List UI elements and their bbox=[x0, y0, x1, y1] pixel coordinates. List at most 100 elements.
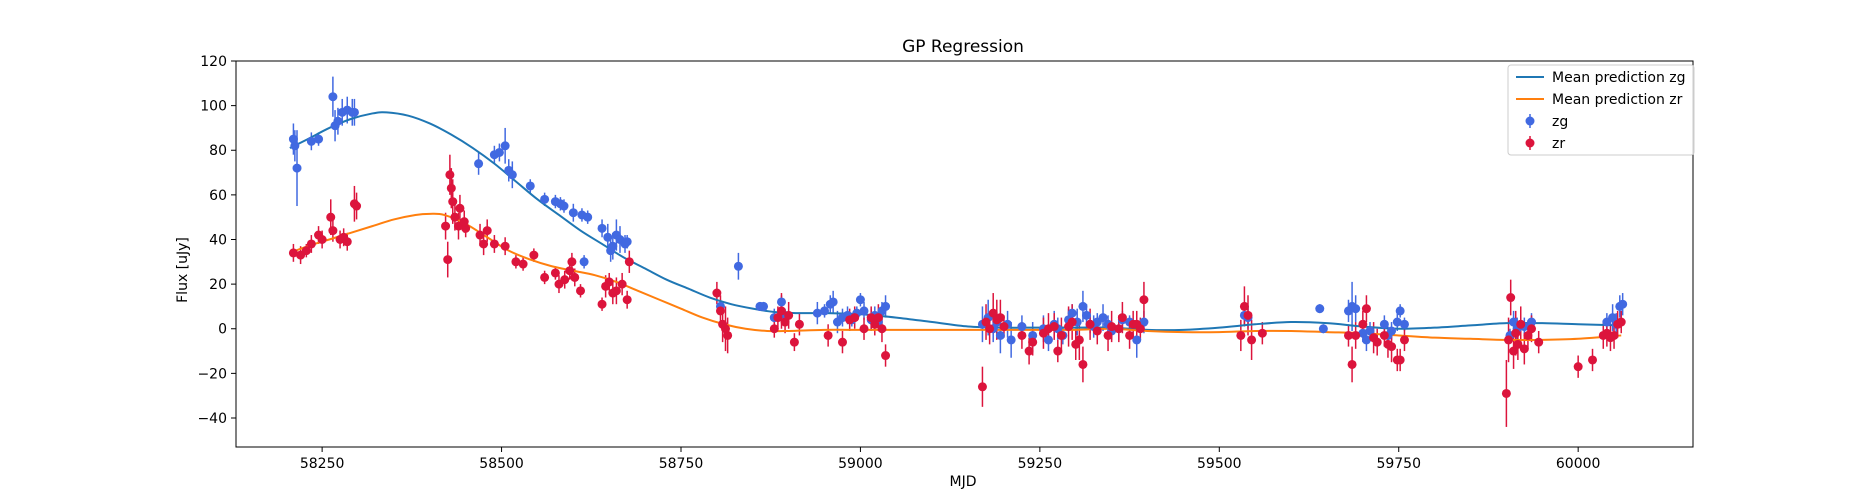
point-zr bbox=[981, 317, 991, 327]
point-zr bbox=[1527, 324, 1537, 334]
point-zr bbox=[1125, 330, 1135, 340]
point-zr bbox=[1053, 346, 1063, 356]
point-zg bbox=[1509, 317, 1519, 327]
point-zg bbox=[828, 297, 838, 307]
point-zg bbox=[559, 201, 569, 211]
x-tick-label: 60000 bbox=[1556, 456, 1601, 472]
point-zr bbox=[837, 337, 847, 347]
point-zr bbox=[776, 306, 786, 316]
point-zr bbox=[873, 313, 883, 323]
point-zg bbox=[622, 237, 632, 247]
point-zr bbox=[597, 299, 607, 309]
point-zr bbox=[877, 324, 887, 334]
point-zg bbox=[1318, 324, 1328, 334]
ticks-layer: 58250 58500 58750 59000 59250 59500 59750 60000… bbox=[197, 54, 1600, 472]
y-tick-label: −20 bbox=[197, 366, 227, 382]
point-zr bbox=[441, 221, 451, 231]
point-zr bbox=[1506, 293, 1516, 303]
point-zr bbox=[1351, 330, 1361, 340]
point-zr bbox=[560, 275, 570, 285]
point-zr bbox=[1511, 328, 1521, 338]
point-zg bbox=[1358, 328, 1368, 338]
point-zg bbox=[583, 212, 593, 222]
point-zr bbox=[1501, 388, 1511, 398]
point-zr bbox=[576, 286, 586, 296]
point-zr bbox=[500, 241, 510, 251]
point-zr bbox=[1103, 330, 1113, 340]
point-zg bbox=[500, 141, 510, 151]
point-zr bbox=[518, 259, 528, 269]
point-zr bbox=[1361, 304, 1371, 314]
point-zg bbox=[603, 232, 613, 242]
y-tick-label: 40 bbox=[209, 232, 227, 248]
y-tick-label: 20 bbox=[209, 277, 227, 293]
legend-box bbox=[1507, 64, 1695, 156]
point-zr bbox=[712, 288, 722, 298]
point-zr bbox=[1049, 322, 1059, 332]
point-zg bbox=[1618, 299, 1628, 309]
point-zr bbox=[1519, 344, 1529, 354]
chart-title: GP Regression bbox=[902, 37, 1024, 57]
point-zr bbox=[328, 226, 338, 236]
y-tick-label: 60 bbox=[209, 188, 227, 204]
point-zg bbox=[1132, 335, 1142, 345]
point-zr bbox=[459, 217, 469, 227]
point-zr bbox=[489, 239, 499, 249]
legend-label-mean-zg: Mean prediction zg bbox=[1552, 70, 1686, 86]
point-zr bbox=[550, 268, 560, 278]
point-zg bbox=[1082, 310, 1092, 320]
point-zg bbox=[525, 181, 535, 191]
plot-frame bbox=[235, 60, 1694, 448]
point-zr bbox=[881, 351, 891, 361]
point-zg bbox=[540, 194, 550, 204]
point-zg bbox=[1365, 326, 1375, 336]
point-zr bbox=[1347, 359, 1357, 369]
point-zr bbox=[604, 277, 614, 287]
point-zr bbox=[1024, 346, 1034, 356]
point-zr bbox=[1239, 301, 1249, 311]
point-zg bbox=[568, 208, 578, 218]
point-zg bbox=[733, 261, 743, 271]
point-zr bbox=[1395, 355, 1405, 365]
y-tick-label: 0 bbox=[218, 322, 227, 338]
point-zg bbox=[333, 116, 343, 126]
point-zr bbox=[1609, 330, 1619, 340]
point-zg bbox=[1078, 301, 1088, 311]
point-zg bbox=[859, 306, 869, 316]
point-zg bbox=[1527, 317, 1537, 327]
point-zr bbox=[1516, 319, 1526, 329]
point-zg bbox=[855, 295, 865, 305]
point-zr bbox=[1139, 295, 1149, 305]
point-zr bbox=[769, 324, 779, 334]
point-zr bbox=[1257, 328, 1267, 338]
point-zr bbox=[475, 230, 485, 240]
point-zr bbox=[985, 324, 995, 334]
point-zg bbox=[494, 147, 504, 157]
point-zr bbox=[450, 212, 460, 222]
point-zr bbox=[1107, 322, 1117, 332]
point-zr bbox=[794, 319, 804, 329]
point-zg bbox=[1067, 308, 1077, 318]
point-zr bbox=[565, 266, 575, 276]
point-zr bbox=[715, 306, 725, 316]
point-zr bbox=[301, 246, 311, 256]
point-zr bbox=[1513, 339, 1523, 349]
point-zg bbox=[1351, 304, 1361, 314]
point-zr bbox=[446, 183, 456, 193]
point-zr bbox=[1236, 330, 1246, 340]
x-tick-label: 58500 bbox=[479, 456, 524, 472]
point-zr bbox=[1343, 330, 1353, 340]
point-zr bbox=[1616, 317, 1626, 327]
point-zr bbox=[306, 239, 316, 249]
point-zg bbox=[1399, 319, 1409, 329]
x-tick-label: 59500 bbox=[1197, 456, 1242, 472]
point-zr bbox=[317, 234, 327, 244]
point-zr bbox=[780, 317, 790, 327]
point-zr bbox=[443, 255, 453, 265]
point-zr bbox=[1114, 324, 1124, 334]
legend-label-zg: zg bbox=[1552, 114, 1568, 130]
point-zr bbox=[1504, 335, 1514, 345]
point-zr bbox=[977, 382, 987, 392]
point-zr bbox=[859, 324, 869, 334]
point-zr bbox=[617, 279, 627, 289]
